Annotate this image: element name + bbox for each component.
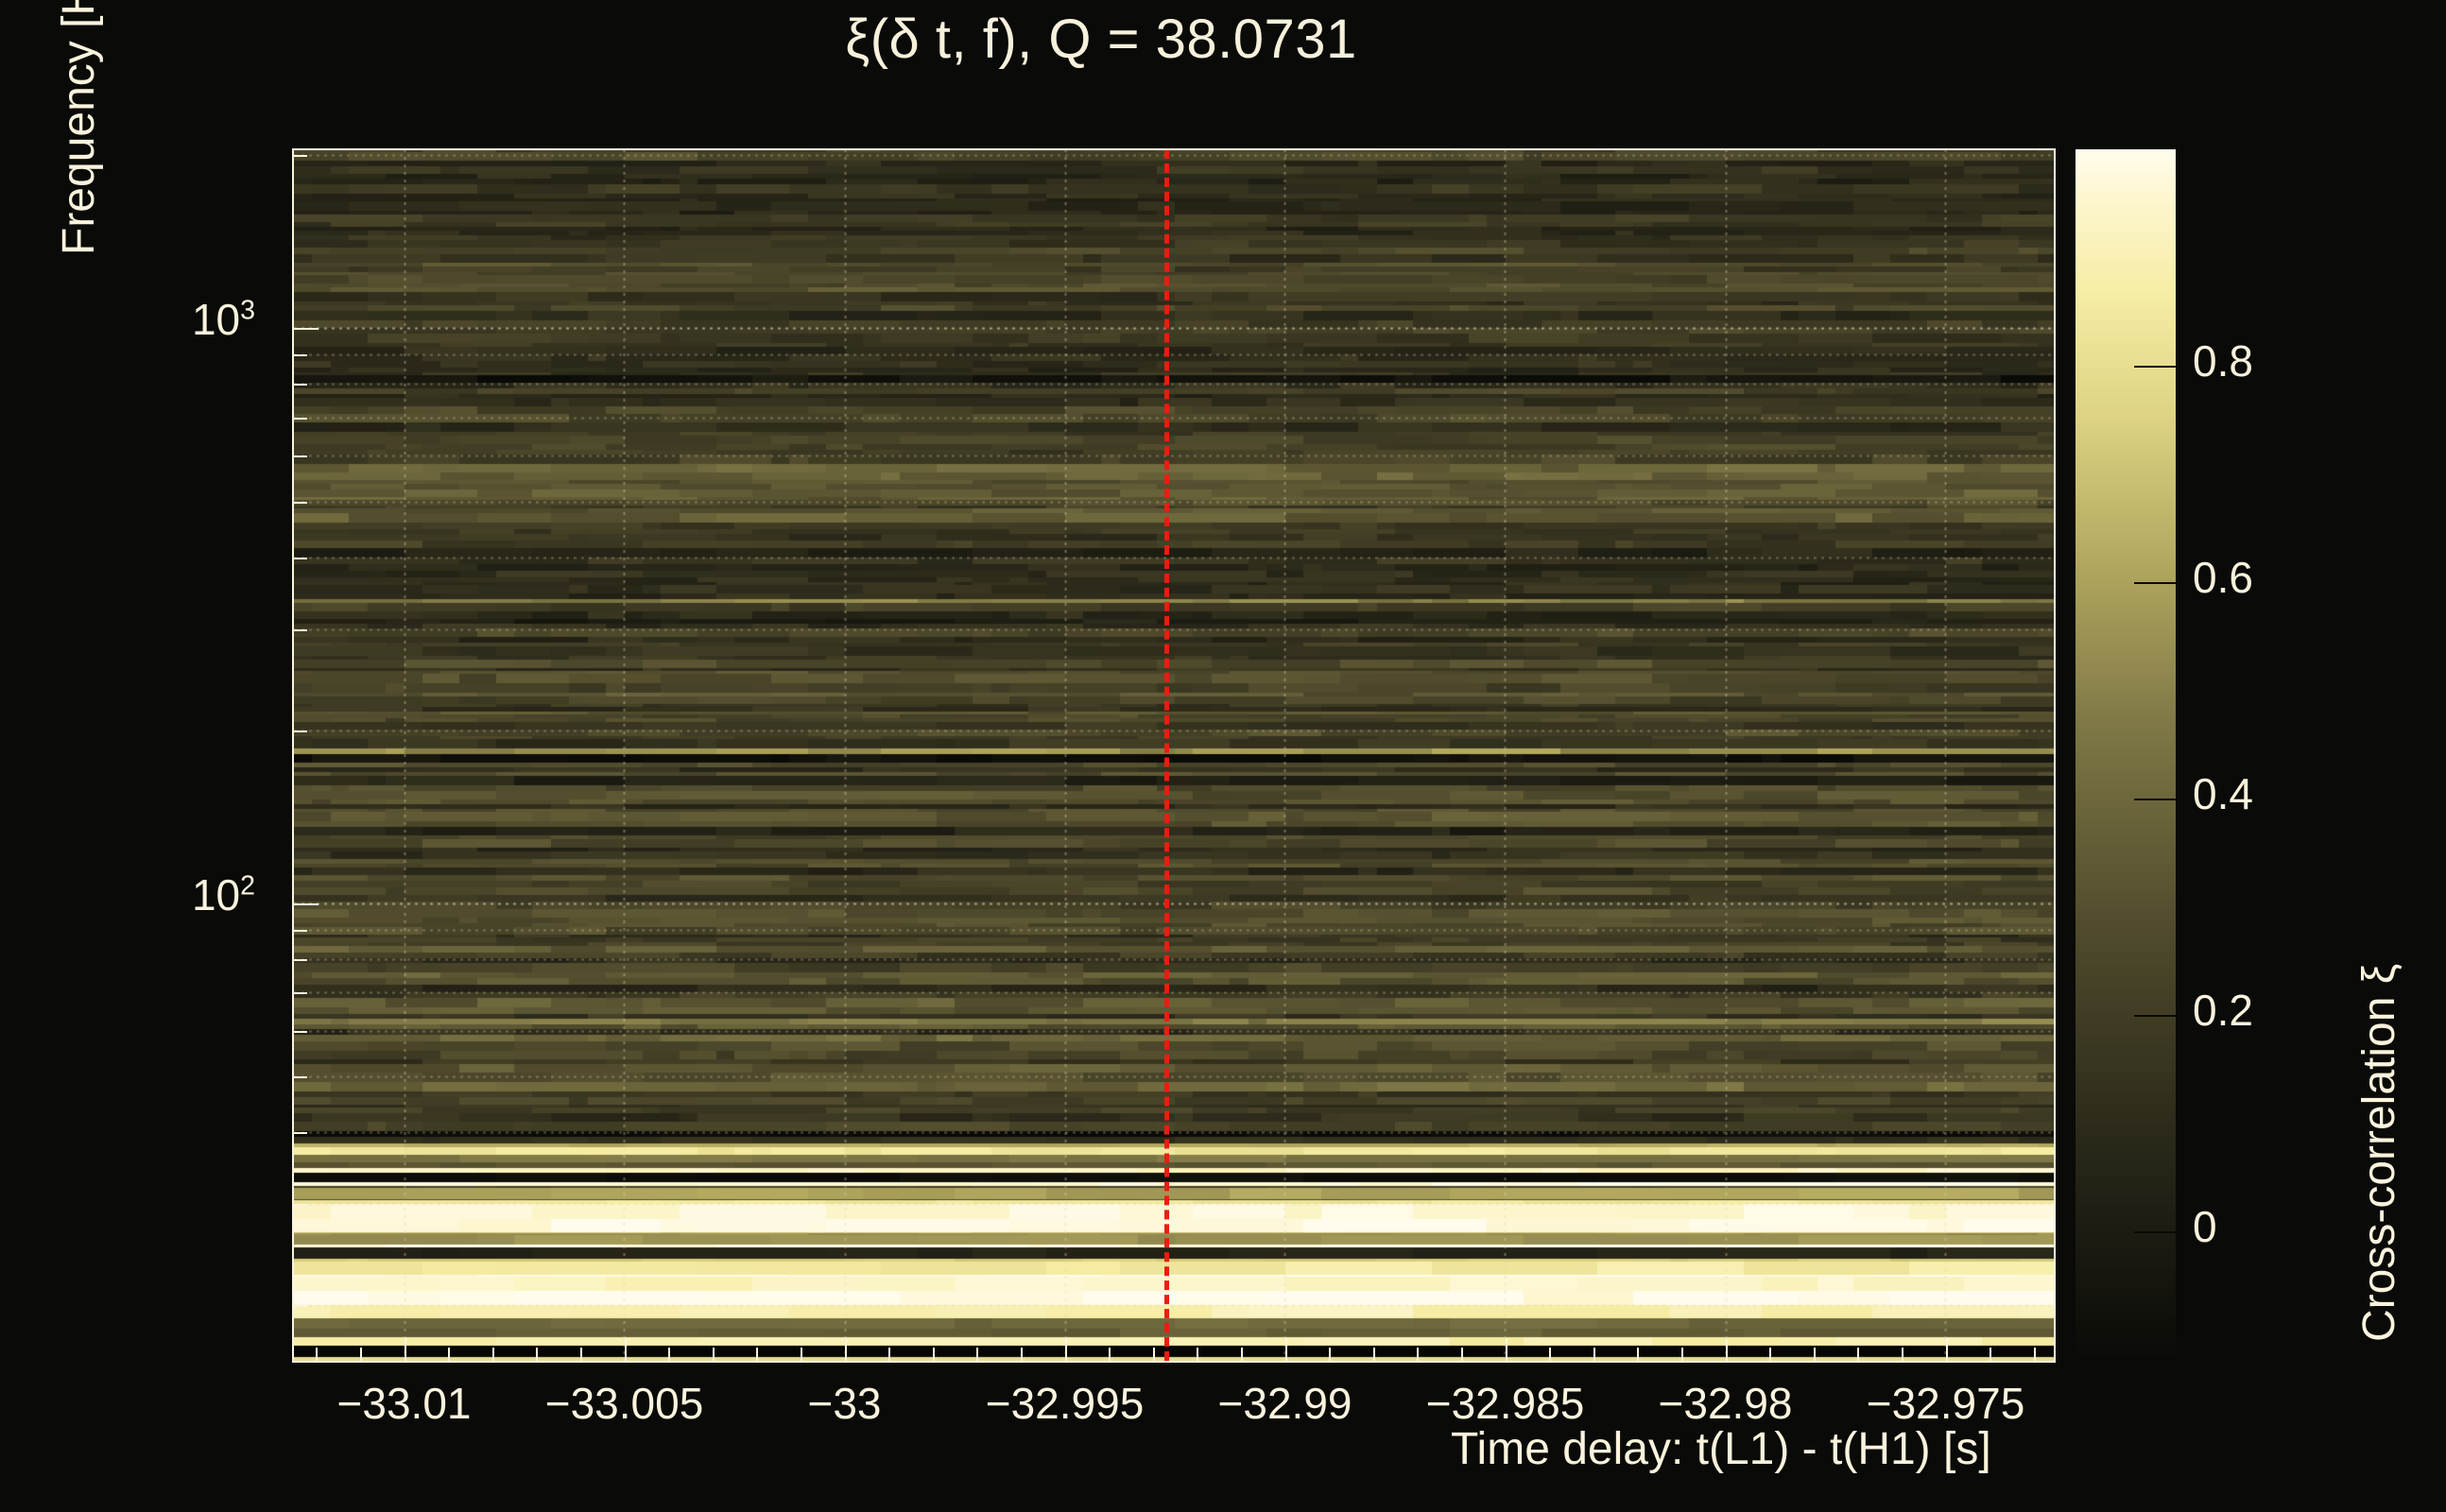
colorbar-tick-label: 0.2 [2193, 985, 2253, 1035]
colorbar-tick-mark [2134, 581, 2176, 584]
colorbar-tick-label: 0 [2193, 1201, 2217, 1251]
heatmap-plot-area[interactable] [294, 149, 2056, 1361]
heatmap-image [294, 149, 2056, 1361]
x-minor-tick-mark [2033, 1348, 2036, 1361]
y-tick-mark [294, 557, 307, 559]
x-minor-tick-mark [579, 1348, 582, 1361]
colorbar-tick-mark [2134, 798, 2176, 800]
x-minor-tick-mark [624, 1348, 627, 1361]
x-tick-label: −33.005 [544, 1379, 704, 1428]
x-minor-tick-mark [448, 1348, 451, 1361]
x-tick-label: −33 [807, 1379, 882, 1428]
x-minor-tick-mark [1329, 1348, 1332, 1361]
y-tick-mark [294, 958, 307, 961]
x-minor-tick-mark [1549, 1348, 1552, 1361]
x-minor-tick-mark [1901, 1348, 1903, 1361]
page-title: ξ(δ t, f), Q = 38.0731 [845, 9, 1357, 70]
y-tick-label: 102 [191, 869, 255, 919]
x-minor-tick-mark [1637, 1348, 1640, 1361]
colorbar-gradient [2076, 149, 2176, 1361]
x-minor-tick-mark [359, 1348, 362, 1361]
y-tick-mark [294, 1305, 307, 1308]
colorbar-tick-label: 0.6 [2193, 552, 2253, 602]
x-minor-tick-mark [1505, 1348, 1507, 1361]
x-minor-tick-mark [1769, 1348, 1772, 1361]
y-tick-mark [294, 501, 307, 504]
x-minor-tick-mark [668, 1348, 671, 1361]
x-minor-tick-mark [316, 1348, 319, 1361]
x-minor-tick-mark [1857, 1348, 1860, 1361]
x-minor-tick-mark [1284, 1348, 1287, 1361]
x-minor-tick-mark [1240, 1348, 1243, 1361]
x-minor-tick-mark [1680, 1348, 1683, 1361]
y-tick-mark [294, 155, 307, 158]
y-axis-line-right [2054, 149, 2056, 1363]
x-tick-label: −32.975 [1866, 1379, 2025, 1428]
x-minor-tick-mark [1372, 1348, 1375, 1361]
colorbar-tick-mark [2134, 1014, 2176, 1017]
x-tick-label: −33.01 [336, 1379, 472, 1428]
colorbar-tick-mark [2134, 1230, 2176, 1233]
y-axis-line [292, 149, 294, 1363]
x-minor-tick-mark [800, 1348, 802, 1361]
y-axis-label: Frequency [Hz] [54, 0, 104, 255]
x-minor-tick-mark [932, 1348, 935, 1361]
y-tick-mark [294, 1030, 307, 1033]
y-tick-label: 103 [191, 295, 255, 345]
x-minor-tick-mark [712, 1348, 715, 1361]
x-minor-tick-mark [1813, 1348, 1816, 1361]
x-tick-label: −32.99 [1217, 1379, 1352, 1428]
x-minor-tick-mark [1593, 1348, 1595, 1361]
y-tick-mark [294, 902, 319, 905]
x-minor-tick-mark [1020, 1348, 1023, 1361]
x-tick-label: −32.985 [1425, 1379, 1585, 1428]
y-tick-mark [294, 1131, 307, 1134]
colorbar[interactable] [2076, 149, 2176, 1361]
x-minor-tick-mark [1725, 1348, 1728, 1361]
x-minor-tick-mark [1945, 1348, 1948, 1361]
colorbar-title: Cross-correlation ξ [2354, 963, 2404, 1342]
x-minor-tick-mark [404, 1348, 406, 1361]
y-tick-mark [294, 929, 307, 932]
y-tick-mark [294, 730, 307, 732]
x-minor-tick-mark [1990, 1348, 1992, 1361]
x-minor-tick-mark [536, 1348, 539, 1361]
x-tick-label: −32.995 [985, 1379, 1145, 1428]
y-tick-mark [294, 992, 307, 995]
y-tick-mark [294, 328, 319, 331]
x-minor-tick-mark [888, 1348, 891, 1361]
x-minor-tick-mark [491, 1348, 494, 1361]
y-tick-mark [294, 1075, 307, 1078]
x-minor-tick-mark [1417, 1348, 1420, 1361]
x-minor-tick-mark [1109, 1348, 1111, 1361]
colorbar-tick-label: 0.4 [2193, 768, 2253, 818]
y-tick-mark [294, 628, 307, 631]
x-minor-tick-mark [1197, 1348, 1199, 1361]
y-tick-mark [294, 455, 307, 458]
x-minor-tick-mark [756, 1348, 759, 1361]
x-minor-tick-mark [1064, 1348, 1067, 1361]
colorbar-tick-label: 0.8 [2193, 335, 2253, 386]
y-tick-mark [294, 384, 307, 387]
x-axis-label: Time delay: t(L1) - t(H1) [s] [1451, 1424, 1991, 1474]
colorbar-tick-mark [2134, 365, 2176, 368]
x-minor-tick-mark [1152, 1348, 1155, 1361]
x-minor-tick-mark [976, 1348, 979, 1361]
x-minor-tick-mark [1460, 1348, 1463, 1361]
y-tick-mark [294, 354, 307, 357]
x-axis-line-top [292, 148, 2056, 150]
y-tick-mark [294, 1203, 307, 1206]
x-axis-line [292, 1361, 2056, 1363]
x-tick-label: −32.98 [1658, 1379, 1793, 1428]
y-tick-mark [294, 417, 307, 420]
y-tick-mark [294, 1361, 307, 1363]
x-minor-tick-mark [844, 1348, 847, 1361]
